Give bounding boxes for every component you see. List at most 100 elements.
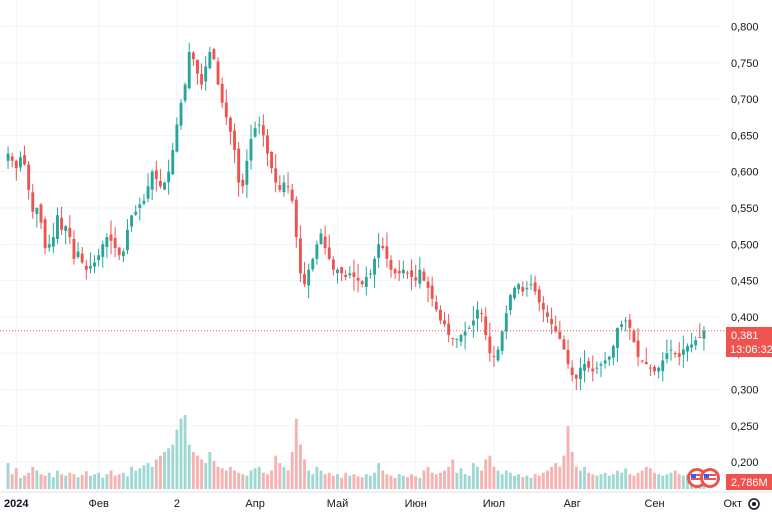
candle-body bbox=[113, 238, 117, 248]
volume-bar bbox=[463, 474, 467, 489]
candle-body bbox=[636, 340, 640, 357]
last-price-value: 0,381 bbox=[731, 330, 759, 342]
candle-body bbox=[368, 273, 372, 275]
volume-bar bbox=[39, 474, 43, 489]
volume-bar bbox=[224, 470, 228, 489]
candle-body bbox=[344, 274, 348, 277]
candle-body bbox=[224, 102, 228, 118]
volume-bar bbox=[220, 468, 224, 489]
volume-bar bbox=[476, 466, 479, 489]
candle-body bbox=[270, 151, 274, 169]
candle-body bbox=[319, 233, 323, 245]
candle-body bbox=[591, 368, 595, 372]
volume-bar bbox=[397, 474, 401, 489]
last-price-countdown: 13:06:32 bbox=[730, 344, 772, 356]
volume-bar bbox=[204, 463, 208, 489]
volume-bar bbox=[657, 474, 661, 489]
candle-body bbox=[566, 349, 570, 365]
volume-bar bbox=[344, 472, 348, 489]
y-tick-label: 0,300 bbox=[731, 385, 759, 397]
volume-bar bbox=[620, 472, 624, 489]
x-tick-label: 2024 bbox=[4, 498, 29, 510]
candle-body bbox=[27, 164, 31, 190]
candle-body bbox=[595, 367, 599, 369]
volume-bar bbox=[570, 452, 574, 489]
candle-body bbox=[690, 344, 694, 348]
candle-body bbox=[146, 186, 150, 199]
y-axis[interactable]: 0,800 0,750 0,700 0,650 0,600 0,550 0,500 0,450… bbox=[731, 22, 759, 470]
candle-body bbox=[6, 153, 10, 161]
candle-body bbox=[282, 182, 286, 193]
volume-bar bbox=[665, 474, 669, 489]
candle-body bbox=[546, 312, 549, 317]
candle-body bbox=[657, 367, 661, 372]
volume-bar bbox=[237, 472, 241, 489]
volume-bar bbox=[360, 477, 364, 489]
candle-body bbox=[467, 327, 471, 329]
volume-layer bbox=[6, 415, 706, 489]
volume-bar bbox=[508, 472, 512, 489]
candle-body bbox=[381, 245, 385, 248]
candle-body bbox=[245, 160, 249, 185]
candle-body bbox=[554, 326, 558, 332]
volume-bar bbox=[410, 474, 414, 489]
candle-body bbox=[340, 267, 344, 274]
volume-bar bbox=[471, 463, 475, 489]
x-axis[interactable]: 2024 Фев 2 Апр Май Июн Июл Авг Сен Окт bbox=[0, 491, 772, 510]
x-tick-label: 2 bbox=[174, 498, 180, 510]
volume-bar bbox=[60, 474, 64, 489]
volume-bar bbox=[84, 471, 88, 489]
gear-icon[interactable] bbox=[748, 498, 760, 510]
volume-bar bbox=[27, 472, 31, 489]
candle-body bbox=[607, 356, 611, 360]
candle-body bbox=[500, 331, 504, 351]
candle-body bbox=[463, 331, 467, 336]
candle-body bbox=[504, 313, 508, 332]
volume-bar bbox=[595, 475, 599, 489]
candle-body bbox=[323, 236, 327, 248]
volume-bar bbox=[422, 470, 426, 489]
candle-body bbox=[603, 360, 607, 364]
volume-bar bbox=[414, 476, 418, 489]
candle-body bbox=[200, 74, 204, 85]
candle-body bbox=[303, 274, 306, 285]
candle-body bbox=[179, 102, 183, 126]
candle-body bbox=[521, 287, 525, 292]
candle-body bbox=[648, 367, 652, 369]
candle-body bbox=[681, 349, 685, 355]
volume-bar bbox=[644, 466, 648, 489]
volume-bar bbox=[179, 418, 183, 489]
volume-bar bbox=[23, 475, 26, 489]
candle-body bbox=[266, 135, 269, 154]
volume-bar bbox=[101, 477, 105, 489]
candle-body bbox=[352, 272, 356, 277]
volume-badge-value: 2,786M bbox=[731, 477, 768, 489]
candle-body bbox=[138, 204, 142, 209]
candle-layer[interactable] bbox=[6, 42, 706, 391]
volume-bar bbox=[484, 459, 488, 489]
volume-bar bbox=[138, 468, 142, 489]
candle-body bbox=[508, 295, 512, 311]
us-flag-icon[interactable] bbox=[687, 468, 720, 488]
volume-bar bbox=[88, 475, 92, 489]
volume-bar bbox=[389, 475, 393, 489]
volume-bar bbox=[381, 470, 385, 489]
volume-bar bbox=[80, 474, 84, 489]
candle-body bbox=[175, 124, 179, 152]
volume-bar bbox=[35, 470, 39, 489]
volume-bar bbox=[241, 474, 245, 489]
candle-body bbox=[88, 266, 92, 269]
volume-bar bbox=[93, 474, 96, 489]
candle-body bbox=[274, 168, 278, 183]
volume-bar bbox=[298, 444, 302, 489]
volume-bar bbox=[628, 474, 632, 489]
candle-body bbox=[233, 130, 236, 150]
volume-bar bbox=[467, 475, 471, 489]
volume-bar bbox=[142, 465, 146, 489]
volume-bar bbox=[492, 466, 496, 489]
volume-bar bbox=[677, 474, 681, 489]
candle-body bbox=[84, 265, 88, 270]
volume-bar bbox=[327, 472, 331, 489]
